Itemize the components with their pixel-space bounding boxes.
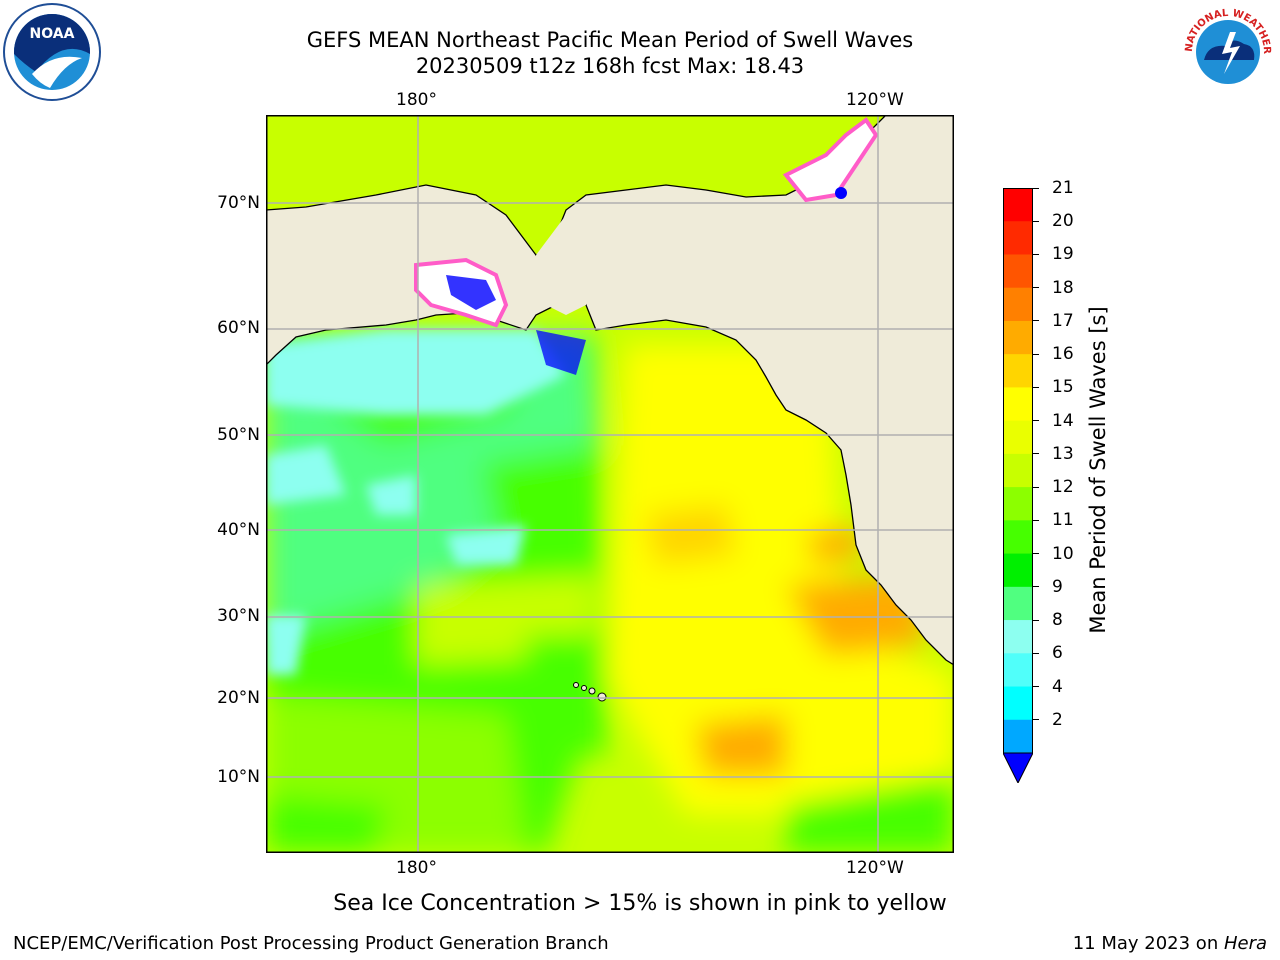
colorbar-band (1003, 686, 1033, 721)
colorbar-tick-mark (1033, 686, 1039, 688)
noaa-logo: NOAA (2, 2, 102, 102)
lon-label-bottom-180: 180° (396, 858, 437, 878)
colorbar-tick-label: 9 (1052, 576, 1063, 597)
chart-title: GEFS MEAN Northeast Pacific Mean Period … (306, 28, 914, 52)
colorbar-band (1003, 221, 1033, 255)
colorbar-band (1003, 586, 1033, 621)
colorbar-tick-mark (1033, 652, 1039, 654)
colorbar-band (1003, 287, 1033, 322)
colorbar-tick-mark (1033, 253, 1039, 255)
colorbar-outline (1003, 188, 1033, 754)
alaska-interior (536, 200, 616, 315)
colorbar-extend-triangle (1002, 752, 1034, 785)
colorbar-tick-label: 21 (1052, 178, 1074, 198)
colorbar-tick-label: 8 (1052, 610, 1063, 631)
colorbar-tick-mark (1033, 719, 1039, 721)
colorbar-tick-label: 15 (1052, 377, 1074, 398)
colorbar-tick-label: 11 (1052, 510, 1074, 531)
colorbar-tick-mark (1033, 586, 1039, 588)
hawaii-islands (573, 682, 607, 702)
colorbar-band (1003, 553, 1033, 588)
colorbar-band (1003, 453, 1033, 488)
colorbar-tick-label: 14 (1052, 410, 1074, 431)
lat-label-10n: 10°N (217, 767, 260, 787)
graticule (266, 115, 954, 853)
footer-host: Hera (1223, 933, 1267, 954)
colorbar-band (1003, 354, 1033, 388)
colorbar-band (1003, 719, 1033, 754)
arctic-ice (782, 117, 879, 203)
sea-ice-note: Sea Ice Concentration > 15% is shown in … (333, 891, 947, 916)
colorbar-tick-label: 13 (1052, 443, 1074, 464)
chart-subtitle: 20230509 t12z 168h fcst Max: 18.43 (415, 54, 805, 78)
north-america-land (555, 114, 955, 667)
map-panel (265, 114, 955, 853)
lat-label-40n: 40°N (217, 520, 260, 540)
colorbar-band (1003, 653, 1033, 688)
colorbar-band (1003, 620, 1033, 654)
colorbar-band (1003, 520, 1033, 555)
colorbar-tick-mark (1033, 220, 1039, 222)
colorbar (1002, 188, 1034, 785)
lat-label-30n: 30°N (217, 606, 260, 626)
colorbar-tick-mark (1033, 320, 1039, 322)
colorbar-tick-label: 10 (1052, 543, 1074, 564)
footer-right: 11 May 2023 on Hera (1073, 933, 1267, 954)
lat-label-50n: 50°N (217, 425, 260, 445)
colorbar-band (1003, 487, 1033, 521)
lon-label-top-180: 180° (396, 90, 437, 110)
colorbar-tick-mark (1033, 519, 1039, 521)
lon-label-top-120w: 120°W (846, 90, 904, 110)
colorbar-tick-label: 17 (1052, 310, 1074, 331)
colorbar-band (1003, 387, 1033, 422)
footer-date: 11 May 2023 on (1072, 933, 1224, 954)
colorbar-tick-mark (1033, 420, 1039, 422)
colorbar-tick-mark (1033, 386, 1039, 388)
colorbar-tick-label: 4 (1052, 676, 1063, 697)
colorbar-tick-label: 2 (1052, 709, 1063, 730)
lat-label-20n: 20°N (217, 688, 260, 708)
colorbar-tick-label: 12 (1052, 477, 1074, 498)
colorbar-tick-label: 16 (1052, 344, 1074, 365)
colorbar-band (1003, 320, 1033, 355)
lat-label-70n: 70°N (217, 193, 260, 213)
colorbar-tick-mark (1033, 619, 1039, 621)
lon-label-bottom-120w: 120°W (846, 858, 904, 878)
svg-text:NOAA: NOAA (30, 26, 75, 42)
colorbar-tick-label: 19 (1052, 244, 1074, 265)
nws-logo: NATIONAL WEATHER SERVICE (1174, 0, 1278, 102)
colorbar-tick-label: 18 (1052, 277, 1074, 298)
colorbar-band (1003, 254, 1033, 289)
footer-left: NCEP/EMC/Verification Post Processing Pr… (13, 933, 609, 954)
colorbar-tick-mark (1033, 187, 1039, 189)
colorbar-tick-mark (1033, 287, 1039, 289)
colorbar-band (1003, 420, 1033, 455)
colorbar-tick-label: 20 (1052, 211, 1074, 232)
colorbar-tick-label: 6 (1052, 643, 1063, 664)
colorbar-tick-mark (1033, 553, 1039, 555)
colorbar-tick-mark (1033, 453, 1039, 455)
colorbar-tick-mark (1033, 353, 1039, 355)
lat-label-60n: 60°N (217, 318, 260, 338)
colorbar-tick-mark (1033, 486, 1039, 488)
colorbar-band (1003, 188, 1033, 222)
colorbar-label: Mean Period of Swell Waves [s] (1086, 306, 1110, 634)
